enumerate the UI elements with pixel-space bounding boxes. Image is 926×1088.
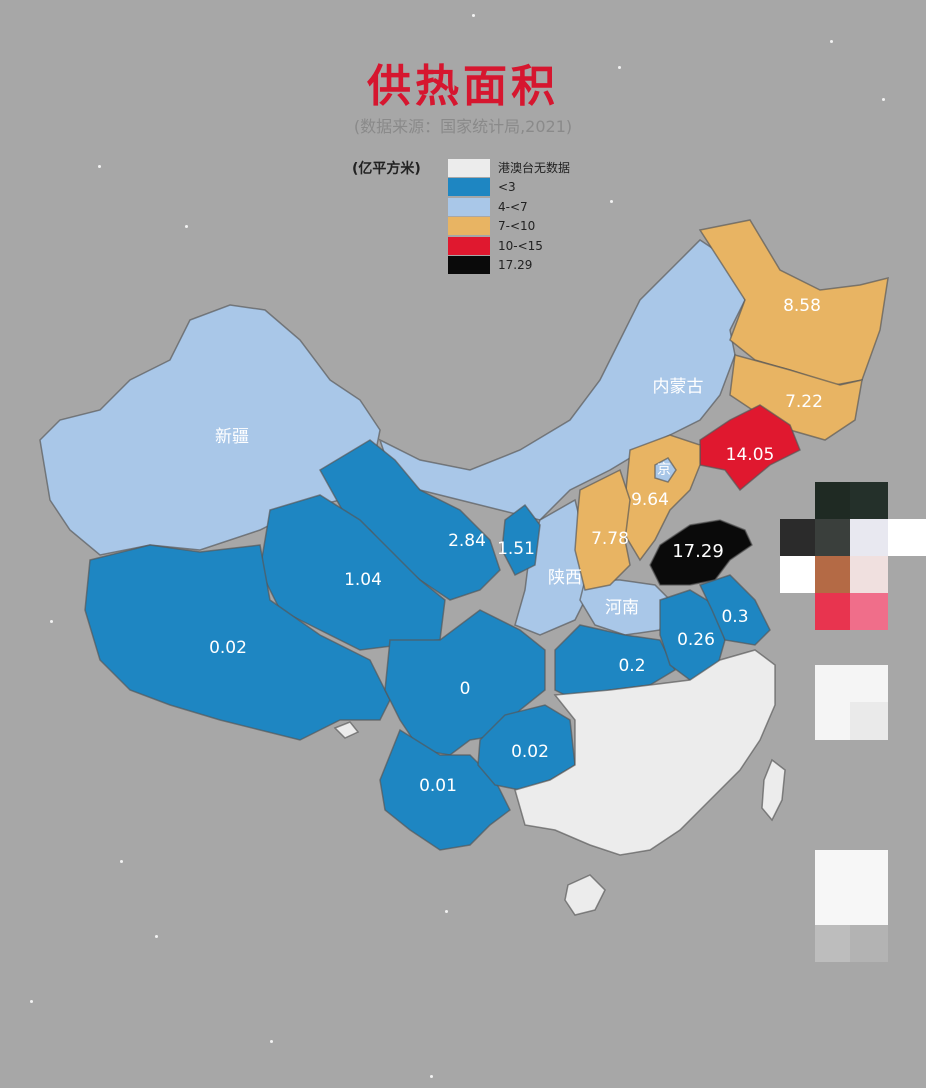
label-hebei-value: 9.64 — [631, 490, 669, 510]
legend-swatch — [448, 217, 490, 236]
label-shaanxi: 陕西 — [548, 568, 582, 588]
label-henan: 河南 — [605, 598, 639, 618]
region-jilin — [729, 354, 863, 441]
label-yunnan-value: 0.01 — [419, 776, 457, 796]
label-heilongjiang-value: 8.58 — [783, 296, 821, 316]
legend-swatch — [448, 236, 490, 255]
region-liaoning — [699, 404, 801, 492]
label-anhui-value: 0.26 — [677, 630, 715, 650]
region-shandong — [649, 519, 753, 586]
region-neimenggu — [378, 239, 746, 521]
legend-item: 7-<10 — [448, 217, 570, 237]
label-gansu-value: 2.84 — [448, 531, 486, 551]
legend: 港澳台无数据 <3 4-<7 7-<10 10-<15 17.29 — [448, 158, 570, 275]
region-shanxi — [574, 468, 631, 591]
label-tibet-value: 0.02 — [209, 638, 247, 658]
region-xinjiang — [39, 304, 381, 556]
label-jilin-value: 7.22 — [785, 392, 823, 412]
legend-item: 10-<15 — [448, 236, 570, 256]
label-jiangsu-value: 0.3 — [721, 607, 748, 627]
legend-item: <3 — [448, 178, 570, 198]
label-xinjiang: 新疆 — [215, 427, 249, 447]
legend-item: 4-<7 — [448, 197, 570, 217]
label-neimenggu: 内蒙古 — [653, 377, 704, 397]
region-beijing — [654, 457, 677, 483]
legend-unit: (亿平方米) — [352, 161, 421, 177]
label-qinghai-value: 1.04 — [344, 570, 382, 590]
label-hubei-value: 0.2 — [618, 656, 645, 676]
region-taiwan — [761, 758, 786, 822]
legend-swatch — [448, 256, 490, 275]
label-shandong-value: 17.29 — [672, 541, 724, 562]
label-sichuan-value: 0 — [460, 679, 471, 699]
label-ningxia-value: 1.51 — [497, 539, 535, 559]
region-tibet — [84, 544, 391, 741]
region-jiangsu — [698, 574, 771, 646]
map-title: 供热面积 — [367, 61, 559, 112]
legend-label: 7-<10 — [498, 219, 536, 234]
label-beijing: 京 — [657, 462, 671, 478]
label-shanxi-value: 7.78 — [591, 529, 629, 549]
region-tianjin — [333, 721, 360, 739]
region-heilongjiang — [698, 219, 889, 386]
region-yunnan — [379, 728, 511, 851]
legend-label: 17.29 — [498, 258, 533, 273]
region-hainan — [564, 874, 606, 916]
legend-swatch — [448, 197, 490, 216]
legend-item: 17.29 — [448, 256, 570, 276]
legend-swatch — [448, 158, 490, 177]
label-liaoning-value: 14.05 — [726, 445, 775, 465]
legend-label: 港澳台无数据 — [498, 161, 571, 176]
label-guizhou-value: 0.02 — [511, 742, 549, 762]
legend-label: 10-<15 — [498, 238, 543, 253]
legend-swatch — [448, 178, 490, 197]
region-southeast — [514, 649, 776, 856]
legend-label: <3 — [498, 180, 516, 195]
map-subtitle: (数据来源：国家统计局,2021) — [353, 117, 573, 136]
region-ningxia — [501, 503, 541, 577]
legend-label: 4-<7 — [498, 199, 528, 214]
legend-item: 港澳台无数据 — [448, 158, 570, 178]
